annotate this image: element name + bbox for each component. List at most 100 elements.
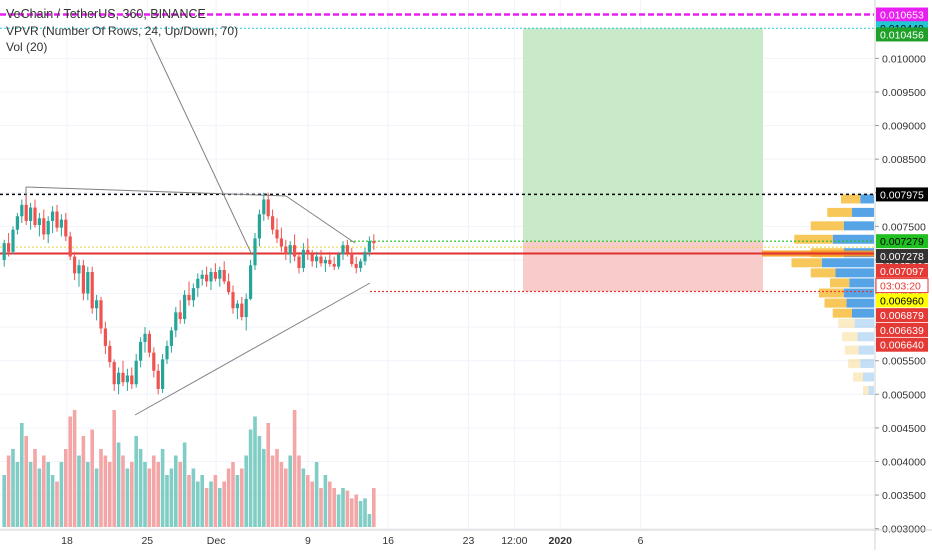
candle[interactable]: [200, 270, 204, 286]
candle[interactable]: [363, 247, 367, 266]
candle[interactable]: [130, 367, 134, 389]
price-tag[interactable]: 0.010456: [876, 27, 928, 42]
candle[interactable]: [284, 239, 288, 260]
stop-loss-zone[interactable]: [523, 241, 763, 292]
candle[interactable]: [271, 209, 275, 235]
candle[interactable]: [11, 226, 15, 255]
candle[interactable]: [372, 234, 376, 250]
candle[interactable]: [24, 196, 28, 225]
candle[interactable]: [191, 283, 195, 307]
candle[interactable]: [81, 259, 85, 301]
candle[interactable]: [68, 231, 72, 260]
candle[interactable]: [262, 192, 266, 221]
candle[interactable]: [156, 364, 160, 395]
candle[interactable]: [319, 249, 323, 267]
candle[interactable]: [95, 294, 99, 321]
candle[interactable]: [328, 251, 332, 267]
candle[interactable]: [257, 209, 261, 247]
profit-target-zone[interactable]: [523, 28, 763, 242]
candle[interactable]: [301, 243, 305, 273]
candle[interactable]: [266, 192, 270, 220]
candle[interactable]: [315, 251, 319, 268]
candle[interactable]: [161, 353, 165, 393]
candle[interactable]: [165, 340, 169, 365]
price-tag[interactable]: 0.006879: [876, 308, 928, 323]
price-tag[interactable]: 03:03:20: [875, 278, 929, 294]
candle[interactable]: [222, 261, 226, 285]
symbol-legend[interactable]: VeChain / TetherUS, 360, BINANCE: [6, 7, 206, 21]
candle[interactable]: [59, 214, 63, 237]
price-tag[interactable]: 0.007097: [876, 263, 928, 278]
candle[interactable]: [345, 239, 349, 257]
candle[interactable]: [297, 251, 301, 274]
candle[interactable]: [354, 256, 358, 274]
candle[interactable]: [218, 266, 222, 287]
price-tag[interactable]: 0.007975: [876, 187, 928, 202]
candle[interactable]: [169, 327, 173, 353]
candle[interactable]: [306, 238, 310, 260]
candle[interactable]: [51, 206, 55, 234]
candle[interactable]: [323, 256, 327, 273]
candle[interactable]: [139, 337, 143, 368]
candle[interactable]: [37, 212, 41, 237]
candle[interactable]: [227, 273, 231, 295]
candle[interactable]: [279, 227, 283, 252]
candle[interactable]: [174, 306, 178, 338]
candle[interactable]: [310, 249, 314, 267]
candle[interactable]: [42, 209, 46, 240]
candle[interactable]: [341, 241, 345, 260]
candle[interactable]: [2, 239, 6, 267]
candle[interactable]: [147, 330, 151, 358]
volume-legend[interactable]: Vol (20): [6, 40, 48, 54]
candle[interactable]: [46, 216, 50, 244]
price-tag[interactable]: 0.010653: [876, 7, 928, 22]
candle[interactable]: [183, 290, 187, 324]
candle[interactable]: [213, 263, 217, 282]
candle[interactable]: [350, 247, 354, 267]
candle[interactable]: [112, 359, 116, 391]
candle[interactable]: [90, 266, 94, 314]
candle[interactable]: [205, 266, 209, 287]
candle[interactable]: [367, 236, 371, 257]
candle[interactable]: [240, 296, 244, 321]
trendlines[interactable]: [25, 37, 371, 416]
time-axis[interactable]: 18 25 Dec 9 16 23 12:00 2020 6: [0, 529, 932, 547]
candle[interactable]: [196, 273, 200, 297]
price-tag[interactable]: 0.006640: [876, 337, 928, 352]
trendline-diagonal[interactable]: [149, 37, 253, 256]
candle[interactable]: [55, 204, 59, 232]
candle[interactable]: [29, 202, 33, 230]
candle[interactable]: [359, 258, 363, 273]
price-tags[interactable]: 0.0106530.0104490.0104560.0079750.007279…: [875, 7, 929, 352]
candle[interactable]: [288, 241, 292, 264]
candle[interactable]: [275, 218, 279, 244]
price-tag[interactable]: 0.006960: [876, 293, 928, 308]
candle[interactable]: [64, 212, 68, 242]
candle[interactable]: [235, 300, 239, 320]
candle[interactable]: [86, 266, 90, 301]
candle[interactable]: [73, 251, 77, 281]
candle[interactable]: [7, 233, 11, 257]
candle[interactable]: [293, 234, 297, 262]
candle[interactable]: [253, 233, 257, 271]
candle[interactable]: [187, 281, 191, 306]
candle[interactable]: [178, 300, 182, 324]
candle[interactable]: [249, 259, 253, 301]
price-tag[interactable]: 0.007278: [876, 249, 928, 264]
candle[interactable]: [231, 285, 235, 314]
candle[interactable]: [117, 367, 121, 395]
candle[interactable]: [77, 259, 81, 287]
candle[interactable]: [20, 199, 24, 223]
candle[interactable]: [15, 212, 19, 235]
price-tag[interactable]: 0.006639: [876, 322, 928, 337]
horizontal-lines[interactable]: [0, 13, 874, 293]
candle[interactable]: [152, 347, 156, 378]
candle[interactable]: [209, 267, 213, 291]
trendline-top[interactable]: [25, 186, 287, 197]
candles[interactable]: [2, 192, 376, 395]
candle[interactable]: [332, 256, 336, 271]
candle[interactable]: [244, 293, 248, 331]
trendline-triangle-lower[interactable]: [134, 282, 371, 416]
